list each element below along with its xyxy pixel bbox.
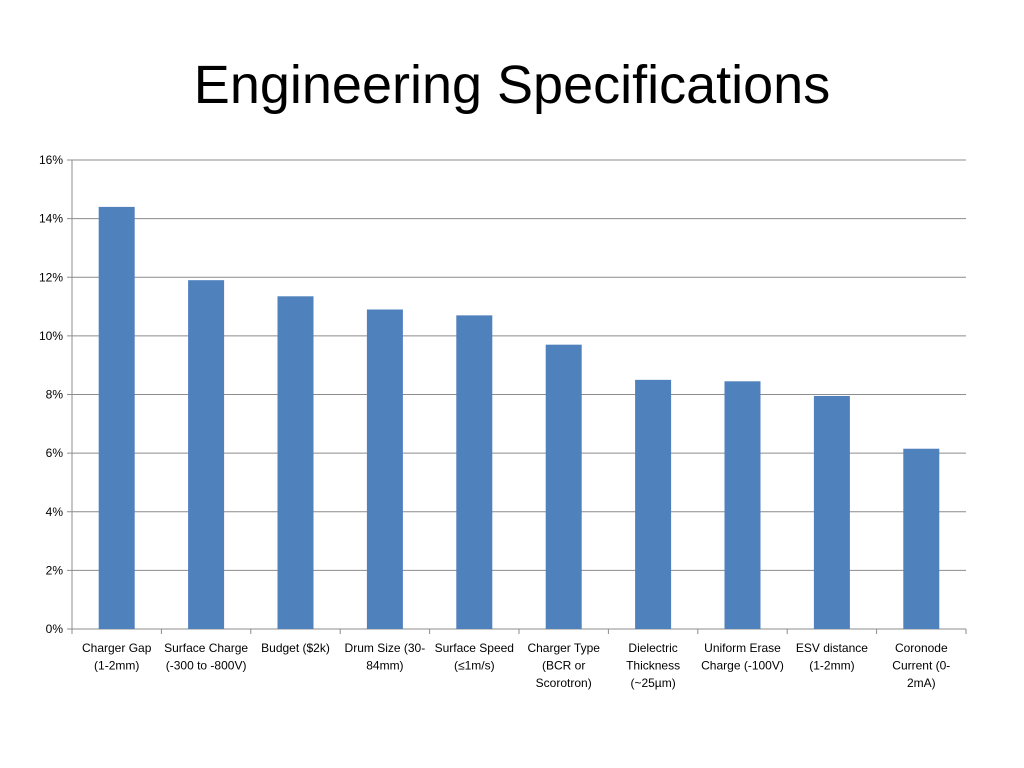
category-label: Coronode Current (0- 2mA)	[892, 641, 950, 690]
bar	[724, 381, 761, 629]
slide-title: Engineering Specifications	[193, 55, 831, 115]
category-label-line: (1-2mm)	[94, 659, 139, 673]
y-tick-label: 2%	[46, 563, 64, 577]
category-label: Budget ($2k)	[261, 641, 330, 655]
category-label-line: 2mA)	[907, 676, 936, 690]
category-label-line: Budget ($2k)	[261, 641, 330, 655]
bar	[366, 309, 403, 629]
category-label: ESV distance (1-2mm)	[796, 641, 868, 673]
category-label-line: Charge (-100V)	[701, 659, 784, 673]
y-tick-label: 14%	[39, 212, 63, 226]
y-tick-label: 8%	[46, 388, 64, 402]
category-label-line: Charger Type	[527, 641, 600, 655]
category-label-line: (1-2mm)	[809, 659, 854, 673]
category-label: Dielectric Thickness (~25µm)	[626, 641, 680, 690]
category-label-line: (BCR or	[542, 659, 585, 673]
category-label-line: Scorotron)	[536, 676, 592, 690]
bar	[545, 344, 582, 629]
category-label-line: Dielectric	[628, 641, 677, 655]
category-label: Surface Charge (-300 to -800V)	[164, 641, 248, 673]
bar	[813, 395, 850, 629]
category-label-line: Drum Size (30-	[345, 641, 426, 655]
category-label-line: (≤1m/s)	[454, 659, 495, 673]
category-label-line: (-300 to -800V)	[166, 659, 247, 673]
category-label-line: Charger Gap	[82, 641, 152, 655]
category-label-line: 84mm)	[366, 659, 403, 673]
bar	[188, 280, 225, 629]
y-tick-label: 10%	[39, 329, 63, 343]
category-label: Uniform Erase Charge (-100V)	[701, 641, 784, 673]
bar	[98, 206, 135, 629]
category-label-line: Surface Speed	[435, 641, 514, 655]
y-tick-label: 6%	[46, 446, 64, 460]
category-label-line: Coronode	[895, 641, 948, 655]
category-label-line: ESV distance	[796, 641, 868, 655]
bar	[635, 379, 672, 629]
category-label-line: Thickness	[626, 659, 680, 673]
bar	[903, 448, 940, 629]
y-tick-label: 16%	[39, 153, 63, 167]
category-label: Charger Type (BCR or Scorotron)	[527, 641, 600, 690]
bar	[456, 315, 493, 629]
category-label-line: (~25µm)	[630, 676, 675, 690]
category-label: Charger Gap (1-2mm)	[82, 641, 152, 673]
category-label-line: Current (0-	[892, 659, 950, 673]
category-label: Surface Speed (≤1m/s)	[435, 641, 514, 673]
category-label-line: Surface Charge	[164, 641, 248, 655]
y-tick-label: 12%	[39, 270, 63, 284]
y-tick-label: 0%	[46, 622, 64, 636]
category-label-line: Uniform Erase	[704, 641, 781, 655]
category-label: Drum Size (30- 84mm)	[345, 641, 426, 673]
bar	[277, 296, 314, 629]
y-tick-label: 4%	[46, 505, 64, 519]
